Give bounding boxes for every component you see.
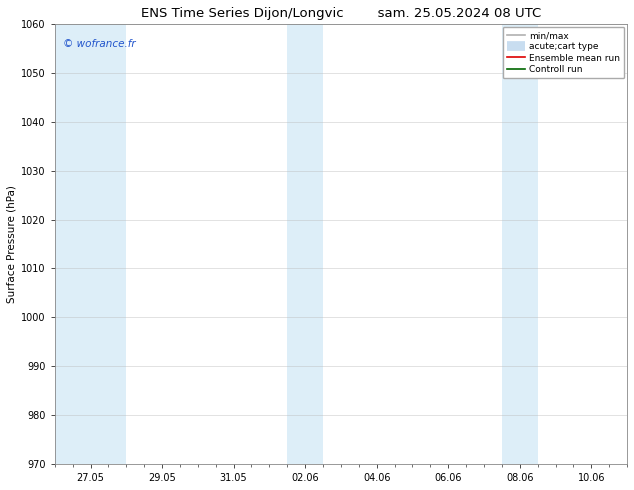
Bar [502,24,538,464]
Legend: min/max, acute;cart type, Ensemble mean run, Controll run: min/max, acute;cart type, Ensemble mean … [503,26,624,78]
Title: ENS Time Series Dijon/Longvic        sam. 25.05.2024 08 UTC: ENS Time Series Dijon/Longvic sam. 25.05… [141,7,541,20]
Bar [287,24,323,464]
Bar [55,24,126,464]
Y-axis label: Surface Pressure (hPa): Surface Pressure (hPa) [7,185,17,303]
Text: © wofrance.fr: © wofrance.fr [63,39,136,49]
